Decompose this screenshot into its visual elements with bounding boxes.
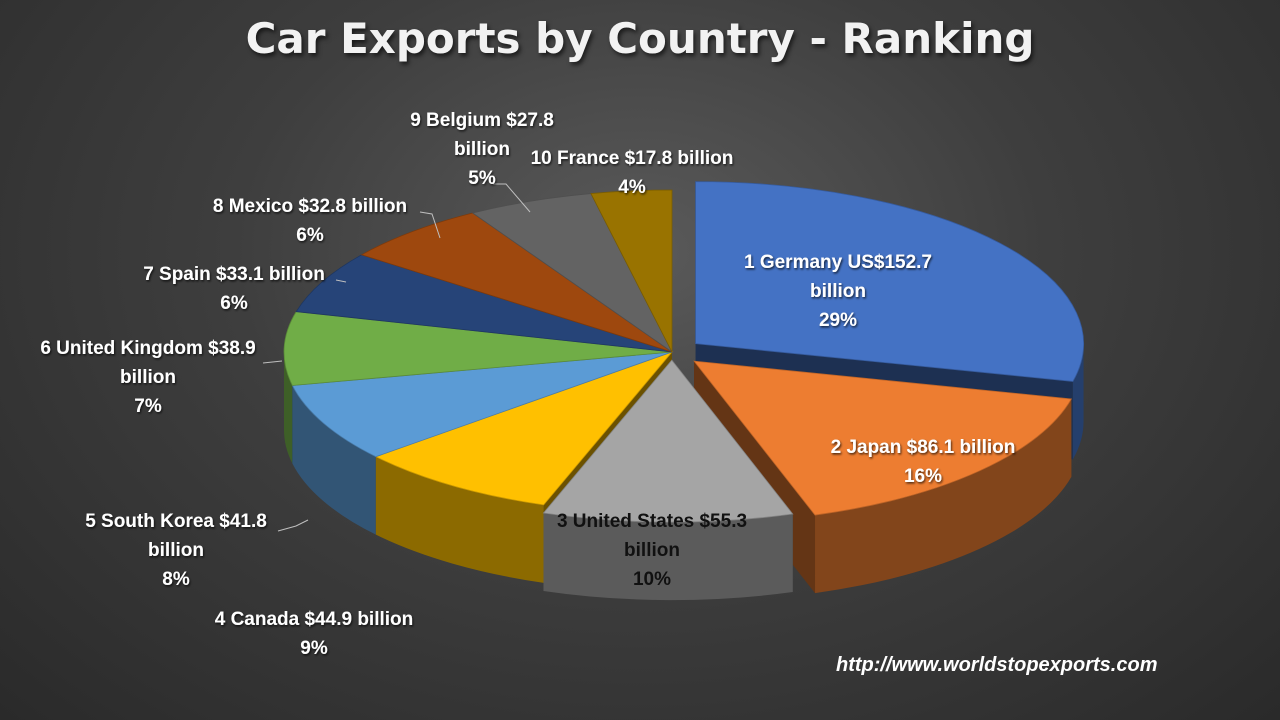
slice-label-line-3-1: billion bbox=[624, 540, 680, 561]
slice-label-line-6-1: billion bbox=[120, 367, 176, 388]
slice-percent-4: 9% bbox=[300, 638, 328, 659]
slice-label-line-9-1: billion bbox=[454, 139, 510, 160]
slice-label-line-2-0: 2 Japan $86.1 billion bbox=[831, 437, 1016, 458]
slice-percent-7: 6% bbox=[220, 293, 248, 314]
slice-percent-9: 5% bbox=[468, 168, 496, 189]
slice-label-1: 1 Germany US$152.7 billion 29% bbox=[744, 252, 932, 331]
leader-line-7 bbox=[335, 279, 347, 283]
slice-label-5: 5 South Korea $41.8 billion 8% bbox=[85, 511, 267, 590]
slice-label-line-1-0: 1 Germany US$152.7 bbox=[744, 252, 932, 273]
slice-label-line-1-1: billion bbox=[810, 281, 866, 302]
slice-label-line-5-1: billion bbox=[148, 540, 204, 561]
slice-percent-5: 8% bbox=[162, 569, 190, 590]
pie-slice-7 bbox=[295, 254, 673, 353]
slice-side-5-0 bbox=[292, 385, 376, 535]
slice-percent-10: 4% bbox=[618, 177, 646, 198]
slice-label-7: 7 Spain $33.1 billion 6% bbox=[143, 264, 325, 314]
slice-side-4-0 bbox=[375, 456, 544, 583]
leader-line-5 bbox=[277, 519, 309, 532]
slice-side-6-0 bbox=[284, 352, 293, 464]
slice-label-4: 4 Canada $44.9 billion 9% bbox=[215, 609, 414, 659]
slice-label-line-9-0: 9 Belgium $27.8 bbox=[410, 110, 554, 131]
pie-slice-4 bbox=[374, 351, 674, 506]
slice-label-10: 10 France $17.8 billion 4% bbox=[531, 148, 734, 198]
leader-line-9 bbox=[493, 183, 531, 213]
slice-side-3-0 bbox=[543, 512, 793, 601]
pie-slice-5 bbox=[291, 351, 673, 458]
pie-slice-2 bbox=[693, 360, 1073, 516]
chart-title: Car Exports by Country - Ranking bbox=[245, 14, 1035, 63]
source-url: http://www.worldstopexports.com bbox=[836, 654, 1158, 676]
pie-slice-3 bbox=[542, 359, 794, 523]
slice-label-line-7-0: 7 Spain $33.1 billion bbox=[143, 264, 325, 285]
pie-slice-8 bbox=[360, 212, 673, 353]
slice-label-8: 8 Mexico $32.8 billion 6% bbox=[213, 196, 407, 246]
slice-label-line-6-0: 6 United Kingdom $38.9 bbox=[40, 338, 255, 359]
slice-label-2: 2 Japan $86.1 billion 16% bbox=[831, 437, 1016, 487]
slice-label-3: 3 United States $55.3 billion 10% bbox=[557, 511, 747, 590]
slice-percent-2: 16% bbox=[904, 466, 942, 487]
pie-slice-1 bbox=[695, 181, 1084, 382]
pie-slice-10 bbox=[590, 189, 673, 353]
pie-slice-6 bbox=[283, 311, 673, 386]
slice-side-2-0 bbox=[815, 398, 1072, 594]
slice-label-line-3-0: 3 United States $55.3 bbox=[557, 511, 747, 532]
slice-label-9: 9 Belgium $27.8 billion 5% bbox=[410, 110, 554, 189]
slice-percent-3: 10% bbox=[633, 569, 671, 590]
slice-percent-6: 7% bbox=[134, 396, 162, 417]
slice-label-line-4-0: 4 Canada $44.9 billion bbox=[215, 609, 414, 630]
leader-line-6 bbox=[262, 360, 283, 364]
slice-percent-1: 29% bbox=[819, 310, 857, 331]
slice-percent-8: 6% bbox=[296, 225, 324, 246]
slice-side-1-0 bbox=[1072, 343, 1084, 460]
slice-label-line-10-0: 10 France $17.8 billion bbox=[531, 148, 734, 169]
slice-label-6: 6 United Kingdom $38.9 billion 7% bbox=[40, 338, 255, 417]
slice-label-line-5-0: 5 South Korea $41.8 bbox=[85, 511, 267, 532]
leader-line-8 bbox=[419, 211, 441, 239]
slice-label-line-8-0: 8 Mexico $32.8 billion bbox=[213, 196, 407, 217]
